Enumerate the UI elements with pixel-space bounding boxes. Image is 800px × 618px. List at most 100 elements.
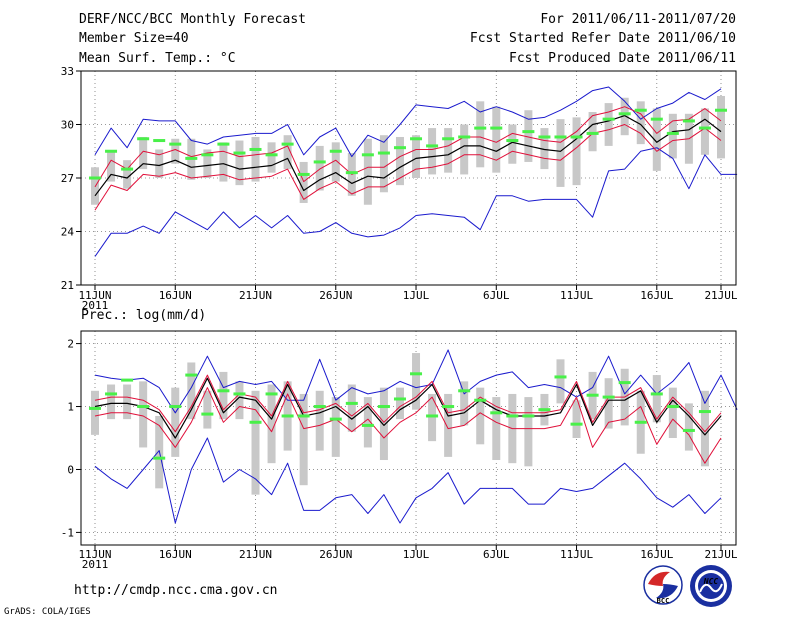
x-tick-label: 16JUL [640,289,673,302]
median-marker [586,131,599,135]
member-spread-box [155,149,164,178]
y-tick-label: 1 [67,401,74,414]
temp-panel-title: Mean Surf. Temp.: °C [79,51,236,66]
member-spread-box [412,353,421,410]
member-spread-box [460,124,469,175]
median-marker [426,414,439,418]
ncc-logo: NCC [690,565,732,607]
y-tick-label: 27 [61,172,74,185]
member-spread-box [267,384,276,464]
member-spread-box [668,387,677,438]
member-spread-box [139,136,148,170]
member-spread-box [123,384,132,420]
member-spread-box [508,124,517,164]
mean-plus-spread-line [94,106,722,188]
member-size: Member Size=40 [79,31,189,46]
member-spread-box [652,375,661,423]
median-marker [506,414,519,418]
member-spread-box [219,371,228,420]
median-marker [121,378,134,382]
x-year-label: 2011 [82,299,109,312]
median-marker [89,406,101,410]
member-spread-box [476,387,485,445]
member-spread-box [379,387,388,461]
median-marker [105,392,118,396]
member-spread-box [588,112,597,152]
median-marker [458,389,471,393]
median-marker [474,398,487,402]
x-tick-label: 11JUL [560,548,593,561]
member-spread-box [668,113,677,159]
median-marker [393,146,406,150]
median-marker [281,414,294,418]
x-tick-label: 21JUN [239,289,272,302]
y-tick-label: 2 [67,338,74,351]
y-tick-label: 24 [61,226,75,239]
refer-date: Fcst Started Refer Date 2011/06/10 [470,31,736,46]
member-spread-box [572,117,581,186]
member-spread-box [171,138,180,164]
member-spread-box [476,101,485,168]
median-marker [329,417,342,421]
median-marker [538,408,551,412]
ensemble-mean-line [94,114,722,197]
mean-minus-spread-line [94,124,722,211]
median-marker [522,414,535,418]
member-spread-box [492,106,501,173]
median-marker [233,151,246,155]
median-marker [217,142,230,146]
x-tick-label: 6JUL [483,289,510,302]
x-tick-label: 1JUL [403,548,430,561]
mean-minus-spread-line [94,387,722,464]
bcc-logo-text: BCC [657,597,670,605]
temperature-panel: 21 24 27 30 33 11JUN 16JUN 21JUN 26JUN 1JUL 6JUL 11… [61,65,738,312]
member-spread-box [123,160,132,189]
member-spread-box [315,390,324,451]
member-spread-box [572,400,581,438]
plot-frame [80,330,737,546]
median-marker [522,130,535,134]
x-tick-label: 11JUN [78,548,111,561]
member-spread-box [331,142,340,182]
median-marker [169,142,182,146]
source-url: http://cmdp.ncc.cma.gov.cn [74,583,278,598]
median-marker [618,381,631,385]
median-marker [185,156,198,160]
median-marker [217,389,230,393]
median-marker [329,149,342,153]
median-marker [570,135,583,139]
member-spread-box [171,387,180,457]
median-marker [313,160,326,164]
median-marker [265,392,278,396]
x-tick-label: 16JUL [640,548,673,561]
bcc-logo: BCC [643,565,683,605]
member-spread-box [139,381,148,448]
median-marker [538,135,551,139]
member-spread-box [395,387,404,420]
member-spread-box [460,381,469,426]
member-spread-box [556,359,565,404]
member-spread-box [251,136,260,182]
median-marker [442,405,455,409]
member-spread-box [395,136,404,186]
ncc-logo-text: NCC [703,577,719,586]
member-spread-box [235,381,244,420]
median-marker [201,153,214,157]
member-spread-box [203,149,212,178]
x-tick-label: 26JUN [319,289,352,302]
median-marker [249,147,262,151]
member-spread-box [251,390,260,495]
median-marker [570,422,583,426]
median-marker [458,135,471,139]
ensemble-mean-line [94,377,722,439]
x-tick-label: 6JUL [483,548,510,561]
median-marker [602,395,615,399]
member-spread-box [556,119,565,187]
member-spread-box [107,384,116,420]
median-marker [377,405,390,409]
member-spread-box [604,103,613,146]
median-marker [185,373,198,377]
median-marker [249,420,262,424]
median-marker [490,411,503,415]
